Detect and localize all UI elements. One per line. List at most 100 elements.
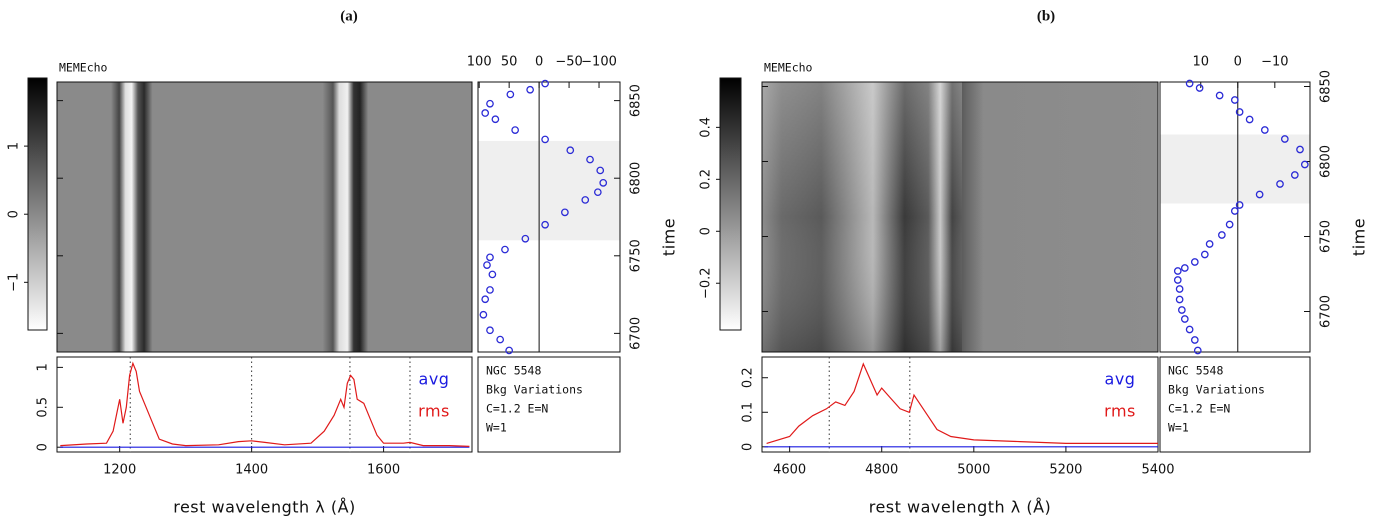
lightcurve-point	[1290, 171, 1299, 179]
x-tick-label: 5000	[957, 463, 990, 478]
map-title: MEMEcho	[59, 61, 108, 75]
lightcurve-point	[486, 99, 494, 108]
lightcurve-point	[1175, 285, 1184, 293]
note: C=1.2 E=N	[1168, 402, 1230, 416]
lightcurve-point	[506, 90, 515, 99]
x-tick-label: −50	[555, 55, 582, 70]
spectrum-line	[60, 361, 470, 447]
lightcurve-point	[1296, 145, 1304, 154]
x-tick-label: 4800	[865, 463, 898, 478]
y-axis-label: time	[1350, 218, 1369, 256]
spectrum-frame	[56, 356, 473, 453]
x-tick-label: 5200	[1049, 463, 1082, 478]
echo-map-shading	[762, 82, 962, 352]
lightcurve-point	[486, 286, 494, 294]
notes-frame	[1159, 356, 1311, 453]
lightcurve-point	[481, 295, 490, 304]
legend-entry: avg	[419, 370, 450, 389]
y-tick-label: 6850	[1319, 70, 1334, 103]
lightcurve-point	[1190, 258, 1199, 266]
x-axis-label: rest wavelength λ (Å)	[173, 498, 356, 517]
y-tick-label: 6800	[1319, 145, 1334, 178]
panel-label: (a)	[340, 8, 358, 24]
lightcurve-point	[586, 155, 594, 164]
colorbar	[719, 77, 742, 331]
lightcurve-point	[479, 310, 488, 319]
y-tick-label: 0.1	[741, 402, 756, 423]
lightcurve-point	[486, 253, 494, 262]
x-tick-label: 1600	[367, 463, 400, 478]
lightcurve-point	[1193, 346, 1202, 355]
y-tick-label: 0.5	[36, 397, 51, 418]
lightcurve-point	[488, 270, 497, 279]
lightcurve-point	[541, 135, 549, 144]
lightcurve-point	[1245, 115, 1254, 124]
lightcurve-point	[1195, 84, 1204, 92]
x-tick-label: 100	[467, 55, 492, 70]
lightcurve-point	[1225, 220, 1234, 229]
x-tick-label: 1400	[235, 463, 268, 478]
lightcurve-point	[1175, 295, 1184, 304]
lightcurve-point	[483, 261, 491, 269]
lightcurve-point	[1180, 315, 1189, 323]
lightcurve-point	[1173, 267, 1182, 275]
y-tick-label: 1	[36, 363, 51, 371]
lightcurve-point	[1235, 108, 1244, 116]
map-frame	[761, 81, 1159, 353]
lightcurve-point	[521, 234, 530, 243]
y-tick-label: 6800	[629, 162, 644, 195]
legend-entry: rms	[1104, 402, 1136, 421]
note: NGC 5548	[486, 364, 541, 378]
lightcurve-point	[496, 335, 505, 344]
note: NGC 5548	[1168, 364, 1223, 378]
lightcurve-point	[505, 346, 514, 355]
panel-label: (b)	[1037, 8, 1055, 24]
map-title: MEMEcho	[764, 61, 813, 75]
x-tick-label: 10	[1192, 55, 1209, 70]
y-tick-label: 0.2	[741, 367, 756, 388]
colorbar-tick-label: 0	[7, 210, 22, 218]
x-tick-label: 1200	[103, 463, 136, 478]
colorbar-tick-label: 0.2	[699, 169, 714, 190]
lightcurve-point	[1200, 250, 1209, 259]
x-tick-label: 0	[1234, 55, 1242, 70]
notes-frame	[477, 356, 621, 453]
lightcurve-point	[541, 79, 549, 88]
lightcurve-point	[1173, 276, 1182, 284]
colorbar-tick-label: 1	[7, 142, 22, 150]
lightcurve-frame	[1159, 81, 1311, 353]
lightcurve-point	[581, 196, 590, 204]
lightcurve-point	[481, 109, 490, 117]
lightcurve-point	[1300, 160, 1309, 169]
lightcurve-point	[526, 85, 534, 94]
colorbar-tick-label: −0.2	[699, 267, 714, 299]
note: W=1	[486, 421, 507, 435]
y-tick-label: 6850	[629, 84, 644, 117]
lightcurve-point	[1218, 231, 1226, 239]
lightcurve-point	[491, 115, 500, 124]
lightcurve-point	[1235, 201, 1244, 209]
note: C=1.2 E=N	[486, 402, 548, 416]
colorbar	[27, 77, 48, 331]
lightcurve-point	[566, 146, 575, 155]
lightcurve-point	[1230, 96, 1239, 104]
lightcurve-point	[1180, 264, 1189, 272]
lightcurve-point	[1280, 135, 1289, 143]
colorbar-tick-label: 0	[699, 227, 714, 235]
map-frame	[56, 81, 473, 353]
lightcurve-point	[1178, 306, 1186, 314]
lightcurve-point	[541, 220, 549, 229]
x-tick-label: 5400	[1141, 463, 1174, 478]
legend-entry: avg	[1105, 370, 1136, 389]
note: Bkg Variations	[1168, 383, 1265, 397]
y-tick-label: 6700	[1319, 295, 1334, 328]
lightcurve-point	[1185, 79, 1194, 88]
x-tick-label: −10	[1261, 55, 1288, 70]
lightcurve-point	[1230, 207, 1239, 215]
spectrum-frame	[761, 356, 1159, 453]
y-axis-label: time	[660, 218, 679, 256]
lightcurve-point	[486, 326, 494, 335]
note: Bkg Variations	[486, 383, 583, 397]
lightcurve-point	[1205, 240, 1214, 248]
